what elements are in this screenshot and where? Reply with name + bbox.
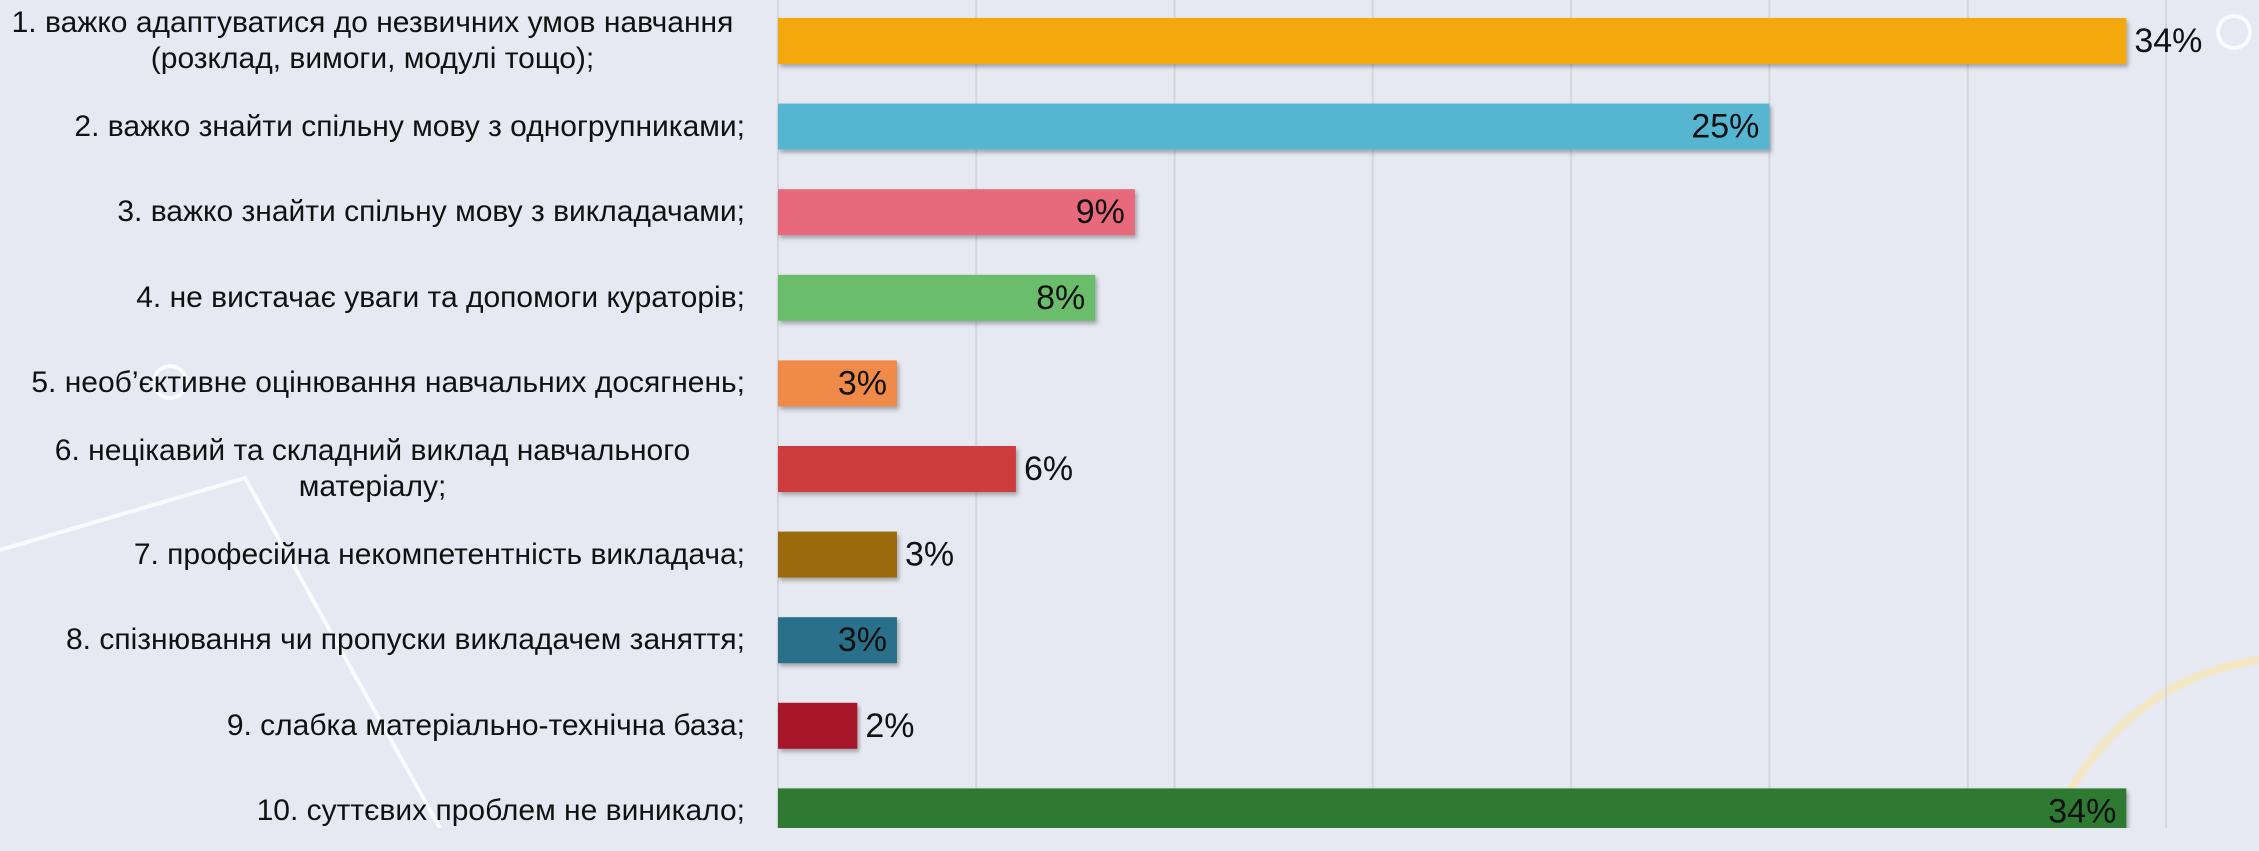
category-label: 7. професійна некомпетентність викладача… xyxy=(134,515,745,595)
category-text: 5. необ’єктивне оцінювання навчальних до… xyxy=(31,366,745,400)
bar xyxy=(778,18,2127,64)
bar xyxy=(778,617,897,664)
category-label: 6. нецікавий та складний виклад навчальн… xyxy=(0,429,745,509)
category-label: 2. важко знайти спільну мову з одногрупн… xyxy=(74,87,745,167)
value-label: 6% xyxy=(1024,450,1073,488)
bar xyxy=(778,446,1016,492)
bar xyxy=(778,531,897,578)
category-text: 4. не вистачає уваги та допомоги куратор… xyxy=(136,280,745,314)
bar xyxy=(778,274,1096,321)
value-label: 9% xyxy=(1076,193,1125,231)
bar xyxy=(778,360,897,407)
value-label: 3% xyxy=(838,364,887,402)
value-label: 25% xyxy=(1691,108,1759,146)
value-label: 34% xyxy=(2048,792,2116,828)
value-label: 3% xyxy=(838,621,887,659)
category-text: 10. суттєвих проблем не виникало; xyxy=(256,794,745,828)
category-label: 5. необ’єктивне оцінювання навчальних до… xyxy=(31,343,745,423)
category-label: 4. не вистачає уваги та допомоги куратор… xyxy=(136,258,745,338)
category-text: 9. слабка матеріально-технічна база; xyxy=(226,708,745,742)
bar xyxy=(778,103,1770,150)
category-label: 3. важко знайти спільну мову з викладача… xyxy=(117,172,745,252)
category-text: 7. професійна некомпетентність викладача… xyxy=(133,537,745,571)
value-label: 3% xyxy=(905,536,954,574)
category-label: 8. спізнювання чи пропуски викладачем за… xyxy=(66,600,745,680)
bar xyxy=(778,788,2127,828)
chart: 34% 25% 9% 8% 3% 6% 3% 3% 2% 34% xyxy=(0,0,2259,828)
category-text: 1. важко адаптуватися до незвичних умов … xyxy=(11,6,734,75)
bar xyxy=(778,702,858,749)
category-text: 2. важко знайти спільну мову з одногрупн… xyxy=(74,109,745,143)
category-label: 9. слабка матеріально-технічна база; xyxy=(227,686,745,766)
category-label: 1. важко адаптуватися до незвичних умов … xyxy=(0,1,745,81)
value-label: 34% xyxy=(2134,22,2202,60)
category-label: 10. суттєвих проблем не виникало; xyxy=(257,771,745,851)
category-text: 3. важко знайти спільну мову з викладача… xyxy=(117,195,745,229)
category-text: 8. спізнювання чи пропуски викладачем за… xyxy=(65,623,745,657)
value-label: 8% xyxy=(1036,279,1085,317)
category-text: 6. нецікавий та складний виклад навчальн… xyxy=(54,434,691,503)
value-label: 2% xyxy=(865,707,914,745)
page: {"chart_data": {"type": "bar", "orientat… xyxy=(0,0,2259,828)
bar xyxy=(778,189,1135,236)
